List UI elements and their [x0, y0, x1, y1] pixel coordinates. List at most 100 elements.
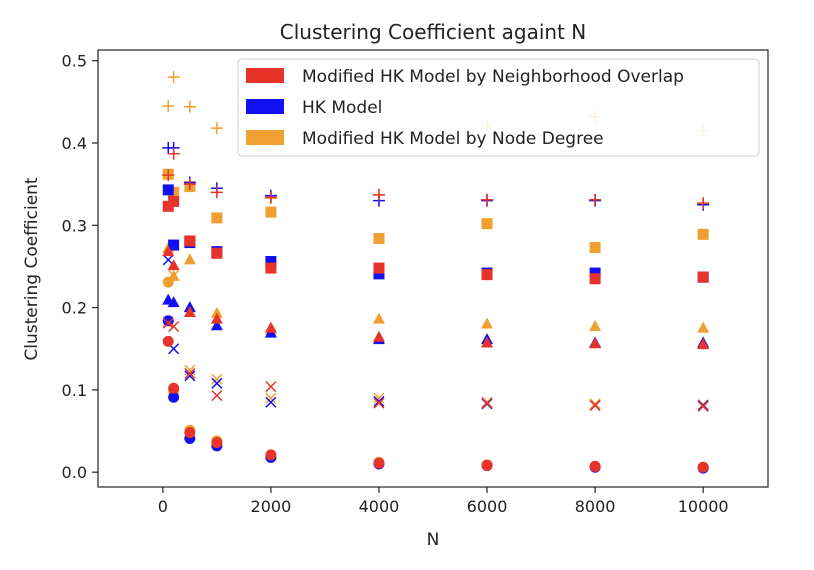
data-point-triangle — [372, 330, 385, 342]
data-point-triangle — [697, 338, 710, 350]
data-point-square — [481, 269, 493, 281]
legend: Modified HK Model by Neighborhood Overla… — [237, 58, 760, 157]
data-point-plus — [183, 100, 196, 113]
data-point-circle — [211, 437, 223, 449]
data-point-circle — [168, 391, 180, 403]
data-point-triangle — [589, 337, 602, 349]
data-point-plus — [183, 178, 196, 191]
legend-label-degree: Modified HK Model by Node Degree — [302, 129, 604, 149]
data-point-plus — [210, 122, 223, 135]
y-tick-label: 0.4 — [62, 134, 87, 153]
data-point-triangle — [481, 336, 494, 348]
data-point-square — [211, 212, 223, 224]
data-point-square — [373, 262, 385, 274]
data-point-x — [373, 397, 385, 409]
data-point-square — [162, 184, 174, 196]
data-point-circle — [481, 460, 493, 472]
data-point-plus — [697, 197, 710, 210]
y-tick-label: 0.1 — [62, 381, 87, 400]
data-point-triangle — [183, 253, 196, 265]
data-point-square — [589, 267, 601, 279]
data-point-triangle — [210, 306, 223, 318]
data-point-circle — [162, 335, 174, 347]
data-point-x — [265, 396, 277, 408]
data-point-square — [265, 206, 277, 218]
data-point-triangle — [162, 245, 175, 257]
legend-label-hk: HK Model — [302, 98, 382, 118]
data-point-square — [373, 268, 385, 280]
data-point-square — [265, 262, 277, 274]
data-point-square — [481, 218, 493, 230]
data-point-square — [168, 239, 180, 251]
data-point-plus — [481, 193, 494, 206]
x-axis-ticks: 0 2000 4000 6000 8000 10000 — [158, 487, 729, 516]
data-point-square — [265, 256, 277, 268]
data-point-triangle — [372, 312, 385, 324]
data-point-plus — [167, 147, 180, 160]
data-point-x — [211, 373, 223, 385]
data-point-square — [589, 273, 601, 285]
data-point-plus — [372, 188, 385, 201]
data-point-triangle — [167, 259, 180, 271]
data-point-circle — [168, 382, 180, 394]
data-point-square — [211, 247, 223, 259]
data-point-square — [697, 271, 709, 283]
legend-swatch-degree — [246, 130, 284, 145]
plot-frame — [97, 49, 769, 488]
legend-swatch-overlap — [246, 68, 284, 83]
y-tick-label: 0.2 — [62, 299, 87, 318]
data-point-x — [373, 392, 385, 404]
data-point-x — [265, 392, 277, 404]
data-point-square — [184, 235, 196, 247]
data-point-plus — [167, 71, 180, 84]
data-point-square — [697, 228, 709, 240]
x-tick-label: 8000 — [575, 497, 616, 516]
x-tick-label: 0 — [158, 497, 168, 516]
x-axis-label: N — [427, 530, 440, 550]
data-point-triangle — [210, 319, 223, 331]
data-point-x — [211, 390, 223, 402]
legend-label-overlap: Modified HK Model by Neighborhood Overla… — [302, 67, 684, 87]
data-point-square — [373, 232, 385, 244]
data-point-plus — [589, 193, 602, 206]
data-point-x — [184, 370, 196, 382]
data-point-circle — [184, 427, 196, 439]
data-point-triangle — [697, 321, 710, 333]
data-point-x — [211, 377, 223, 389]
y-tick-label: 0.3 — [62, 216, 87, 235]
data-point-x — [697, 400, 709, 412]
series-points — [162, 141, 710, 474]
data-point-triangle — [210, 312, 223, 324]
data-point-plus — [162, 169, 175, 182]
data-point-x — [589, 398, 601, 410]
data-point-circle — [162, 276, 174, 288]
x-tick-label: 2000 — [251, 497, 292, 516]
series-points — [162, 147, 710, 473]
data-point-circle — [589, 460, 601, 472]
data-point-plus — [264, 191, 277, 204]
data-point-x — [589, 399, 601, 412]
y-tick-label: 0.5 — [62, 52, 87, 71]
data-point-circle — [265, 449, 277, 461]
data-point-circle — [373, 457, 385, 469]
x-tick-label: 6000 — [467, 497, 508, 516]
data-point-x — [162, 317, 174, 329]
data-point-triangle — [264, 321, 277, 333]
y-tick-label: 0.0 — [62, 463, 87, 482]
data-point-x — [373, 395, 385, 407]
legend-box — [237, 58, 760, 157]
data-point-triangle — [589, 320, 602, 332]
x-tick-label: 10000 — [678, 497, 729, 516]
data-point-plus — [210, 186, 223, 199]
data-point-x — [481, 397, 493, 409]
data-point-triangle — [481, 317, 494, 329]
data-point-circle — [697, 461, 709, 473]
data-point-triangle — [183, 306, 196, 318]
data-point-x — [168, 320, 180, 333]
chart-title: Clustering Coefficient againt N — [280, 20, 586, 44]
y-axis-label: Clustering Coefficient — [22, 177, 42, 360]
data-point-plus — [162, 99, 175, 112]
y-axis-ticks: 0.0 0.1 0.2 0.3 0.4 0.5 — [62, 52, 98, 482]
